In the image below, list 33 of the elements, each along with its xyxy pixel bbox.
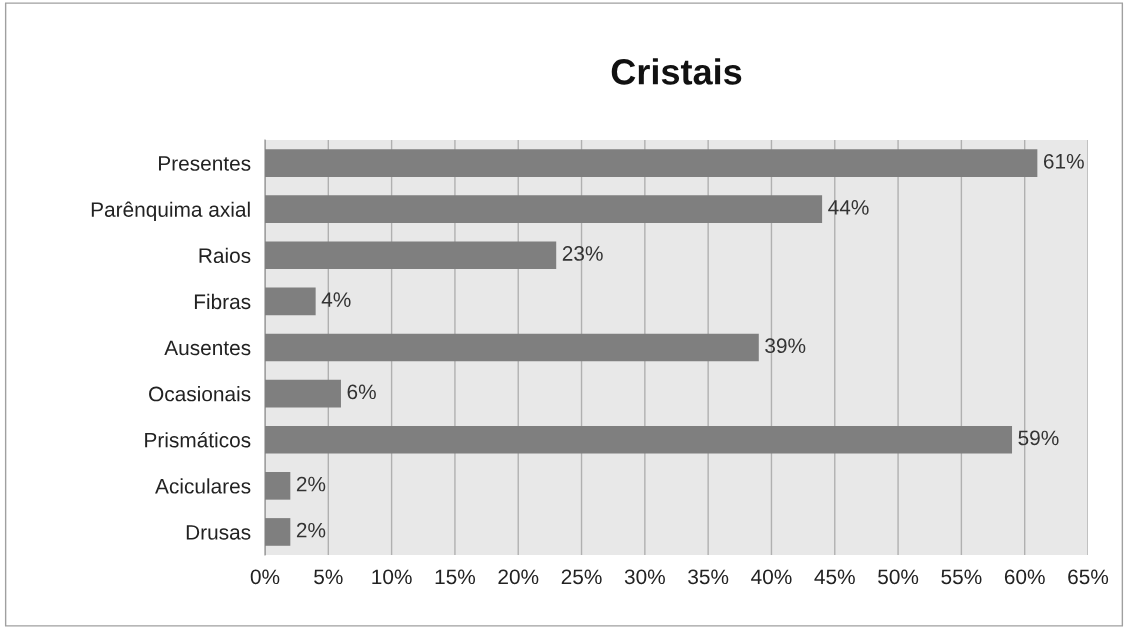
data-label: 39% bbox=[765, 338, 806, 354]
x-tick-label: 25% bbox=[561, 569, 602, 585]
x-tick-label: 35% bbox=[688, 569, 729, 585]
data-label: 59% bbox=[1018, 430, 1059, 446]
y-tick-label: Ocasionais bbox=[149, 386, 251, 402]
x-tick-label: 0% bbox=[250, 569, 280, 585]
chart-title: Cristais bbox=[611, 58, 742, 85]
x-tick-label: 40% bbox=[751, 569, 792, 585]
data-label: 6% bbox=[347, 384, 376, 400]
data-label: 4% bbox=[321, 292, 351, 307]
data-label: 61% bbox=[1043, 153, 1084, 169]
data-label: 2% bbox=[296, 522, 326, 538]
x-tick-label: 55% bbox=[941, 569, 982, 585]
y-tick-label: Fibras bbox=[194, 293, 251, 310]
x-tick-label: 20% bbox=[498, 569, 539, 585]
data-label: 2% bbox=[296, 476, 326, 492]
y-tick-label: Raios bbox=[199, 247, 251, 264]
data-label: 23% bbox=[562, 246, 603, 261]
data-label: 44% bbox=[828, 200, 869, 215]
x-tick-label: 30% bbox=[624, 569, 665, 585]
x-tick-label: 5% bbox=[314, 569, 343, 585]
y-tick-label: Prismáticos bbox=[145, 431, 251, 448]
y-tick-label: Ausentes bbox=[164, 340, 251, 356]
y-tick-label: Parênquima axial bbox=[91, 201, 250, 222]
y-tick-label: Presentes bbox=[159, 156, 251, 171]
x-tick-label: 45% bbox=[814, 569, 855, 585]
x-tick-label: 65% bbox=[1068, 569, 1109, 585]
x-tick-label: 15% bbox=[435, 569, 476, 585]
x-tick-label: 60% bbox=[1004, 569, 1045, 585]
x-tick-label: 50% bbox=[878, 569, 919, 585]
y-tick-label: Drusas bbox=[186, 525, 251, 540]
x-tick-label: 10% bbox=[372, 569, 412, 585]
y-tick-label: Aciculares bbox=[155, 478, 251, 494]
